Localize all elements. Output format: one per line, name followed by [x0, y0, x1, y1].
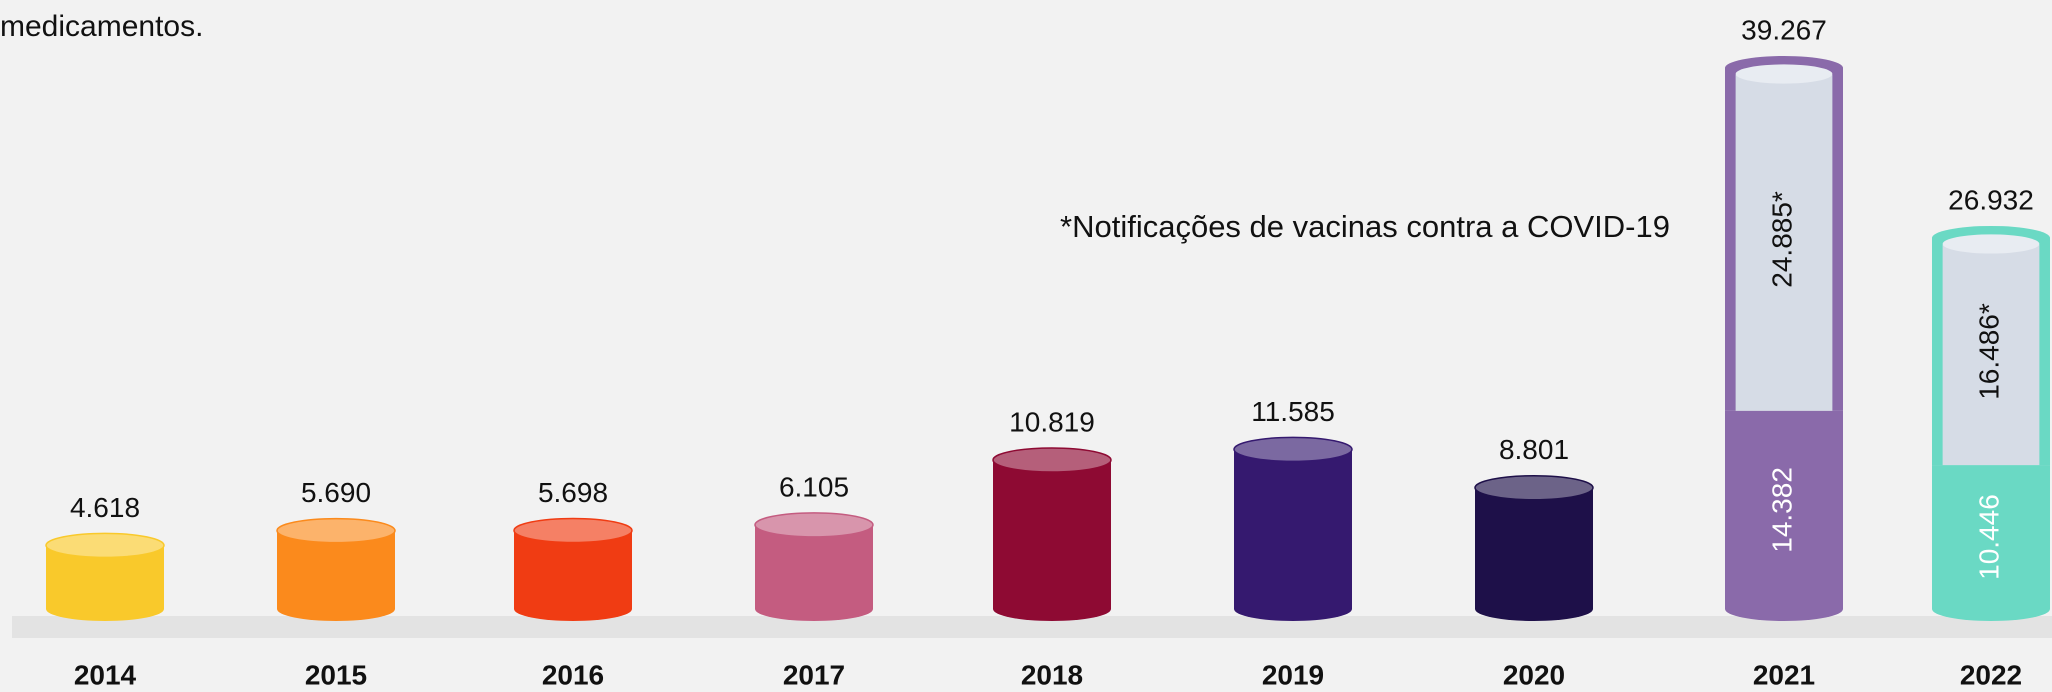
- x-tick-label: 2022: [1960, 659, 2022, 690]
- bar-top-highlight: [754, 512, 874, 538]
- value-label: 4.618: [70, 492, 140, 523]
- value-label: 11.585: [1251, 396, 1335, 427]
- bar-top: [755, 512, 873, 537]
- bar-top-highlight: [992, 447, 1112, 473]
- bar: [514, 530, 632, 609]
- value-label: 6.105: [779, 471, 849, 502]
- x-tick-label: 2015: [305, 659, 367, 690]
- bar-top-highlight: [276, 517, 396, 544]
- floor: [12, 616, 2052, 638]
- bar-top: [514, 518, 632, 543]
- bar-top-highlight: [45, 532, 165, 559]
- bar: [993, 459, 1111, 609]
- bar-top: [1234, 437, 1352, 462]
- covid-segment: [1735, 74, 1833, 411]
- value-label: 10.446: [1973, 494, 2004, 580]
- value-label: 8.801: [1499, 434, 1569, 465]
- value-label: 5.690: [301, 477, 371, 508]
- intro-text: medicamentos.: [0, 10, 203, 43]
- total-label: 39.267: [1741, 14, 1827, 45]
- bar: [1725, 410, 1843, 609]
- bar-top-inner: [1735, 64, 1833, 84]
- total-label: 26.932: [1948, 184, 2034, 215]
- bar-top: [1475, 475, 1593, 500]
- value-label: 14.382: [1766, 467, 1797, 553]
- x-tick-label: 2019: [1262, 659, 1324, 690]
- x-tick-label: 2014: [74, 659, 137, 690]
- value-label: 5.698: [538, 477, 608, 508]
- bar: [277, 530, 395, 609]
- value-label: 10.819: [1009, 406, 1095, 437]
- bar: [1475, 487, 1593, 609]
- value-label: 16.486*: [1973, 303, 2004, 400]
- bar-top: [46, 533, 164, 558]
- value-label: 24.885*: [1766, 191, 1797, 288]
- bar-top-highlight: [1233, 436, 1353, 463]
- x-tick-label: 2021: [1753, 659, 1815, 690]
- x-tick-label: 2020: [1503, 659, 1565, 690]
- bar-top: [277, 518, 395, 543]
- bar-top: [993, 447, 1111, 472]
- bar-top-inner: [1942, 234, 2040, 254]
- covid-segment: [1942, 243, 2040, 466]
- annotation: *Notificações de vacinas contra a COVID-…: [1060, 209, 1670, 244]
- bar-top-highlight: [1474, 474, 1594, 501]
- x-tick-label: 2016: [542, 659, 604, 690]
- x-tick-label: 2018: [1021, 659, 1083, 690]
- x-tick-label: 2017: [783, 659, 845, 690]
- bar: [1234, 449, 1352, 609]
- bar: [1932, 465, 2050, 609]
- bar-top-highlight: [513, 517, 633, 544]
- bar: [755, 524, 873, 609]
